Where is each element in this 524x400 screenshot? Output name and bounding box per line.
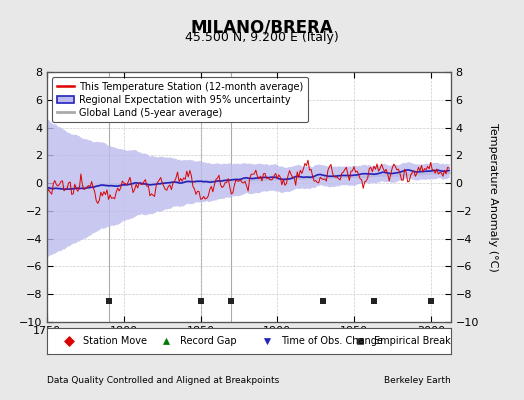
Text: Time of Obs. Change: Time of Obs. Change	[281, 336, 383, 346]
Text: 45.500 N, 9.200 E (Italy): 45.500 N, 9.200 E (Italy)	[185, 31, 339, 44]
Text: Data Quality Controlled and Aligned at Breakpoints: Data Quality Controlled and Aligned at B…	[47, 376, 279, 385]
Text: MILANO/BRERA: MILANO/BRERA	[191, 18, 333, 36]
Text: Record Gap: Record Gap	[180, 336, 237, 346]
Text: Station Move: Station Move	[83, 336, 147, 346]
Text: Empirical Break: Empirical Break	[374, 336, 451, 346]
Y-axis label: Temperature Anomaly (°C): Temperature Anomaly (°C)	[488, 123, 498, 271]
Legend: This Temperature Station (12-month average), Regional Expectation with 95% uncer: This Temperature Station (12-month avera…	[52, 77, 308, 122]
Text: Berkeley Earth: Berkeley Earth	[384, 376, 451, 385]
